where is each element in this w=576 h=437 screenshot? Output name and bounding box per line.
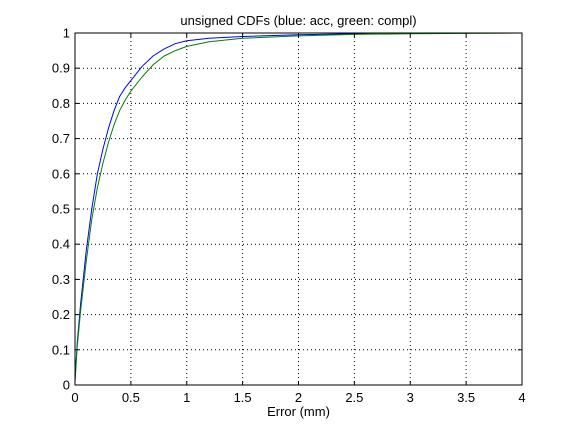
cdf-series-line-0	[74, 32, 379, 382]
chart-title: unsigned CDFs (blue: acc, green: compl)	[180, 13, 416, 28]
x-tick-label: 4	[518, 390, 525, 405]
x-tick-label: 3	[407, 390, 414, 405]
x-axis-label: Error (mm)	[267, 404, 330, 419]
x-tick-label: 2	[295, 390, 302, 405]
x-tick-label: 1.5	[234, 390, 252, 405]
x-tick-label: 2.5	[345, 390, 363, 405]
y-tick-label: 0.1	[52, 342, 70, 357]
series-layer	[74, 32, 523, 382]
y-tick-label: 0.5	[52, 202, 70, 217]
y-tick-label: 0.7	[52, 131, 70, 146]
y-tick-label: 0.6	[52, 166, 70, 181]
y-tick-label: 0.8	[52, 96, 70, 111]
y-tick-label: 0.4	[52, 237, 70, 252]
cdf-series-line-1	[74, 32, 523, 382]
y-tick-label: 0	[63, 378, 70, 393]
x-tick-label: 3.5	[457, 390, 475, 405]
x-tick-label: 0.5	[122, 390, 140, 405]
y-tick-label: 0.2	[52, 307, 70, 322]
y-tick-label: 0.9	[52, 61, 70, 76]
x-tick-label: 0	[71, 390, 78, 405]
tick-layer: 0 0.5 1 1.5 2 2.5 3 3.5 4 0 0.1 0.2 0.3 0.4 0.5 0.6 0.7 0…	[52, 26, 526, 406]
x-tick-label: 1	[183, 390, 190, 405]
y-tick-label: 1	[63, 26, 70, 41]
y-tick-label: 0.3	[52, 272, 70, 287]
